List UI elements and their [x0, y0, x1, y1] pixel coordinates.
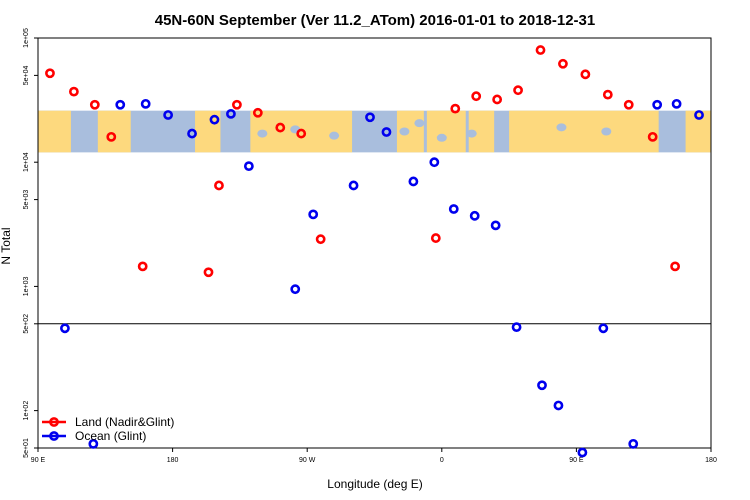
- plot-frame: [37, 37, 712, 449]
- x-axis: 90 E 180 90 W 0 90 E 180: [31, 448, 717, 464]
- data-points: [45, 45, 704, 458]
- ocean-point: [88, 438, 99, 449]
- legend-label: Ocean (Glint): [75, 429, 146, 443]
- map-inlet: [329, 131, 340, 140]
- ocean-point: [140, 98, 151, 109]
- ocean-point: [408, 176, 419, 187]
- land-point: [232, 99, 242, 110]
- land-point: [68, 86, 79, 97]
- land-point: [106, 131, 117, 142]
- y-tick-label: 5e+04: [23, 65, 30, 85]
- ocean-point: [163, 110, 174, 120]
- ocean-point: [490, 220, 501, 231]
- ocean-point: [290, 284, 301, 295]
- y-axis-label: N Total: [0, 227, 13, 264]
- land-point: [315, 234, 326, 245]
- map-inlet: [436, 133, 447, 142]
- land-point: [670, 261, 681, 272]
- ocean-point: [694, 110, 704, 120]
- land-point: [137, 261, 148, 272]
- y-axis: 5e+01 1e+02 5e+02 1e+03 5e+03 1e+04 5e+04 1e+05: [23, 28, 38, 458]
- land-point: [275, 122, 286, 133]
- ocean-point: [243, 161, 254, 172]
- land-point: [450, 103, 461, 114]
- land-point: [203, 267, 214, 278]
- map-land-segment: [38, 110, 71, 153]
- ocean-point: [187, 128, 197, 139]
- land-point: [252, 107, 263, 118]
- ocean-point: [226, 108, 236, 119]
- ocean-point: [671, 98, 682, 109]
- land-point: [558, 58, 568, 69]
- map-land-segment: [97, 110, 131, 153]
- land-point: [647, 131, 658, 142]
- y-tick-label: 5e+01: [23, 438, 30, 458]
- legend-marker: [49, 431, 59, 441]
- x-tick-label: 0: [440, 457, 444, 464]
- x-tick-label: 180: [705, 457, 717, 464]
- ocean-point: [652, 99, 663, 110]
- ocean-point: [469, 210, 480, 221]
- land-point: [492, 94, 503, 105]
- ocean-point: [598, 323, 609, 334]
- legend-marker: [49, 417, 59, 427]
- y-tick-label: 1e+02: [23, 401, 30, 421]
- ocean-point: [365, 112, 375, 123]
- legend-label: Land (Nadir&Glint): [75, 415, 174, 429]
- x-tick-label: 90 E: [569, 457, 584, 464]
- land-point: [45, 68, 55, 79]
- ocean-point: [348, 180, 359, 191]
- x-axis-label: Longitude (deg E): [327, 477, 422, 491]
- ocean-point: [537, 380, 547, 391]
- y-tick-label: 5e+02: [23, 314, 30, 334]
- map-land-segment: [509, 110, 659, 153]
- y-tick-label: 1e+05: [23, 28, 30, 48]
- ocean-point: [308, 209, 319, 220]
- land-point: [430, 233, 441, 243]
- y-tick-label: 1e+03: [23, 276, 30, 296]
- map-land-segment: [685, 110, 711, 153]
- map-land-segment: [250, 110, 353, 153]
- ocean-point: [60, 323, 70, 334]
- land-point: [580, 69, 591, 80]
- land-point: [535, 45, 546, 55]
- map-inlet: [601, 127, 612, 136]
- x-tick-label: 90 W: [299, 457, 316, 464]
- land-point: [513, 85, 523, 96]
- y-tick-label: 1e+04: [23, 152, 30, 172]
- ocean-point: [448, 204, 459, 214]
- map-inlet: [414, 119, 425, 128]
- ocean-point: [115, 99, 126, 110]
- y-tick-label: 5e+03: [23, 190, 30, 210]
- land-point: [89, 99, 100, 110]
- ocean-point: [381, 127, 392, 137]
- x-tick-label: 90 E: [31, 457, 46, 464]
- chart-title: 45N-60N September (Ver 11.2_ATom) 2016-0…: [155, 12, 596, 29]
- map-inlet: [257, 129, 268, 138]
- map-inlet: [399, 127, 410, 136]
- x-tick-label: 180: [167, 457, 179, 464]
- land-point: [214, 180, 224, 191]
- ocean-point: [577, 447, 588, 458]
- land-point: [602, 89, 613, 100]
- ocean-point: [429, 157, 440, 168]
- land-point: [296, 128, 307, 139]
- map-land-segment: [426, 110, 466, 153]
- legend: Land (Nadir&Glint)Ocean (Glint): [42, 415, 174, 443]
- map-inlet: [556, 123, 567, 132]
- ocean-point: [209, 114, 220, 125]
- ocean-point: [511, 322, 522, 333]
- land-point: [471, 91, 482, 102]
- ocean-point: [628, 438, 639, 449]
- map-inlet: [466, 129, 477, 138]
- ocean-point: [553, 400, 564, 411]
- land-point: [623, 99, 634, 110]
